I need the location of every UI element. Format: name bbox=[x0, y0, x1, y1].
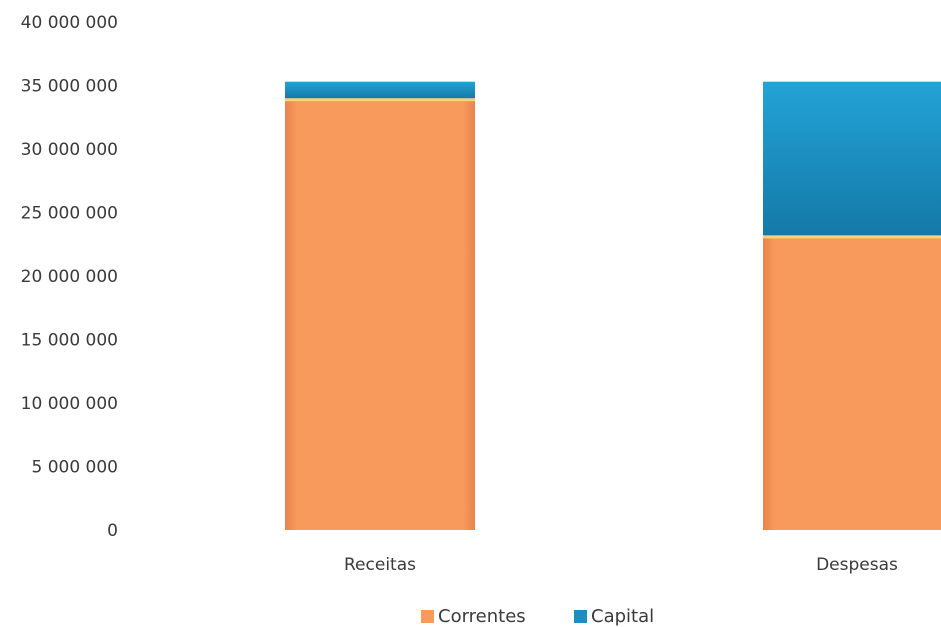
y-tick-label: 10 000 000 bbox=[21, 394, 118, 414]
legend-label-capital: Capital bbox=[591, 606, 654, 627]
legend: Correntes Capital bbox=[421, 606, 654, 627]
y-tick-label: 15 000 000 bbox=[21, 331, 118, 351]
y-axis: 0 5 000 000 10 000 000 15 000 000 20 000 000… bbox=[21, 13, 118, 541]
bar-capital-receitas bbox=[285, 81, 475, 99]
legend-swatch-correntes bbox=[421, 610, 434, 623]
x-category-label: Despesas bbox=[816, 555, 898, 575]
bar-top-highlight bbox=[763, 235, 941, 239]
y-tick-label: 30 000 000 bbox=[21, 140, 118, 160]
bars bbox=[285, 81, 941, 531]
bar-capital-despesas bbox=[763, 81, 941, 236]
bar-correntes-receitas bbox=[285, 98, 475, 530]
x-axis: Receitas Despesas bbox=[344, 555, 898, 575]
y-tick-label: 40 000 000 bbox=[21, 13, 118, 33]
legend-label-correntes: Correntes bbox=[438, 606, 526, 627]
y-tick-label: 35 000 000 bbox=[21, 77, 118, 97]
y-tick-label: 25 000 000 bbox=[21, 204, 118, 224]
bar-correntes-despesas bbox=[763, 235, 941, 531]
legend-swatch-capital bbox=[574, 610, 587, 623]
y-tick-label: 5 000 000 bbox=[31, 458, 118, 478]
y-tick-label: 20 000 000 bbox=[21, 267, 118, 287]
y-tick-label: 0 bbox=[107, 521, 118, 541]
bar-top-highlight bbox=[285, 98, 475, 102]
x-category-label: Receitas bbox=[344, 555, 416, 575]
